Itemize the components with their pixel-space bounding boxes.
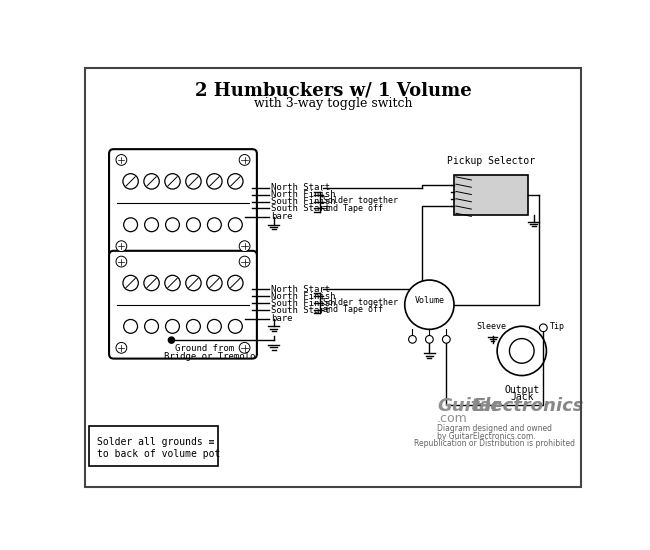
Text: North Finish: North Finish xyxy=(271,292,335,301)
Circle shape xyxy=(168,337,174,343)
Circle shape xyxy=(228,218,242,232)
Circle shape xyxy=(207,276,222,291)
Circle shape xyxy=(239,241,250,251)
Text: Output: Output xyxy=(504,385,540,395)
Circle shape xyxy=(239,256,250,267)
Text: Solder together: Solder together xyxy=(323,298,398,307)
Text: South Finish: South Finish xyxy=(271,197,335,206)
Text: Guitar: Guitar xyxy=(437,397,500,415)
Circle shape xyxy=(116,343,127,353)
Circle shape xyxy=(116,155,127,166)
Text: North Start: North Start xyxy=(271,285,330,294)
Text: North Start: North Start xyxy=(271,183,330,192)
Circle shape xyxy=(165,276,180,291)
Text: .com: .com xyxy=(437,412,468,426)
Text: Sleeve: Sleeve xyxy=(476,322,506,331)
Circle shape xyxy=(166,320,179,333)
Text: with 3-way toggle switch: with 3-way toggle switch xyxy=(254,97,412,110)
Text: bare: bare xyxy=(271,314,293,323)
Bar xyxy=(454,175,528,216)
Circle shape xyxy=(510,339,534,363)
Text: Pickup Selector: Pickup Selector xyxy=(447,156,535,166)
Text: South Start: South Start xyxy=(271,306,330,315)
Text: South Start: South Start xyxy=(271,204,330,213)
Circle shape xyxy=(145,218,159,232)
Text: Solder together: Solder together xyxy=(323,196,398,205)
Circle shape xyxy=(124,218,138,232)
Circle shape xyxy=(166,218,179,232)
FancyBboxPatch shape xyxy=(109,149,257,257)
Circle shape xyxy=(187,320,200,333)
Text: Diagram designed and owned: Diagram designed and owned xyxy=(437,424,552,433)
Circle shape xyxy=(443,336,450,343)
Text: Jack: Jack xyxy=(510,393,534,403)
Text: Ground from: Ground from xyxy=(176,344,235,353)
Text: Bridge or Tremolo: Bridge or Tremolo xyxy=(164,353,255,361)
Circle shape xyxy=(116,241,127,251)
Circle shape xyxy=(409,336,416,343)
FancyBboxPatch shape xyxy=(109,251,257,359)
Text: Tip: Tip xyxy=(549,322,564,331)
Circle shape xyxy=(207,218,221,232)
Circle shape xyxy=(144,174,159,189)
Text: North Finish: North Finish xyxy=(271,190,335,199)
Text: South Finish: South Finish xyxy=(271,299,335,307)
Text: to back of volume pot: to back of volume pot xyxy=(97,449,220,459)
Text: Volume: Volume xyxy=(415,296,445,305)
Circle shape xyxy=(116,256,127,267)
Text: bare: bare xyxy=(271,212,293,222)
Text: and Tape off: and Tape off xyxy=(323,204,383,213)
Text: and Tape off: and Tape off xyxy=(323,305,383,315)
Text: 2 Humbuckers w/ 1 Volume: 2 Humbuckers w/ 1 Volume xyxy=(195,81,471,100)
Circle shape xyxy=(239,343,250,353)
Circle shape xyxy=(124,320,138,333)
Circle shape xyxy=(228,320,242,333)
Circle shape xyxy=(426,336,433,343)
Circle shape xyxy=(186,174,201,189)
Circle shape xyxy=(227,276,243,291)
Circle shape xyxy=(186,276,201,291)
Circle shape xyxy=(123,276,138,291)
Circle shape xyxy=(405,280,454,329)
Text: Solder all grounds ≡: Solder all grounds ≡ xyxy=(97,437,214,447)
Circle shape xyxy=(227,174,243,189)
Bar xyxy=(89,426,218,466)
Circle shape xyxy=(123,174,138,189)
Circle shape xyxy=(239,155,250,166)
Circle shape xyxy=(144,276,159,291)
Text: Republication or Distribution is prohibited: Republication or Distribution is prohibi… xyxy=(414,439,575,448)
Circle shape xyxy=(497,326,547,376)
Circle shape xyxy=(165,174,180,189)
Circle shape xyxy=(207,320,221,333)
Circle shape xyxy=(540,324,547,332)
Circle shape xyxy=(145,320,159,333)
Text: by GuitarElectronics.com.: by GuitarElectronics.com. xyxy=(437,432,536,441)
Text: Electronics: Electronics xyxy=(473,397,584,415)
Circle shape xyxy=(207,174,222,189)
Circle shape xyxy=(187,218,200,232)
